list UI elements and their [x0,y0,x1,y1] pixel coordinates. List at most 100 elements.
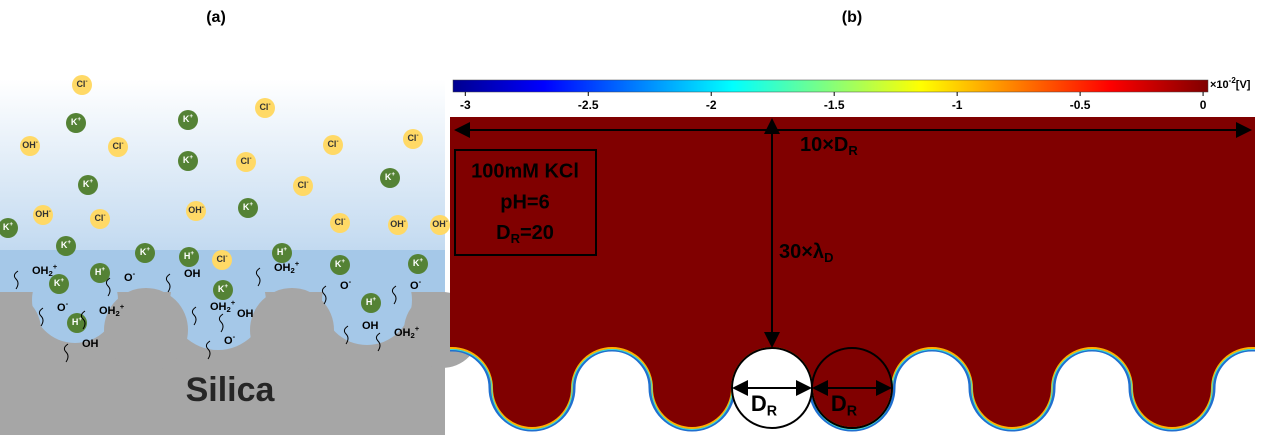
ion-charge: + [189,154,193,161]
unit: [V] [1236,79,1251,91]
ion-symbol: OH [390,219,404,229]
ion-symbol: OH [188,205,202,215]
colorbar [453,80,1208,92]
ion-charge: + [77,116,81,123]
ion-symbol: Cl [259,102,268,112]
ion-charge: - [233,332,236,341]
diameter-label-subscript: R [767,403,778,419]
colorbar-tick-label: -2 [706,98,717,112]
ion-label: OH [362,320,379,332]
height-label-subscript: D [824,250,833,265]
diameter-label-subscript: R [847,403,858,419]
ion-symbol: OH [237,308,254,320]
ion-charge: - [133,269,136,278]
ion-symbol: OH [32,265,49,277]
ion-label: OH [237,308,254,320]
height-label-text: 30×λ [779,241,824,263]
condition-tail: =20 [520,222,554,244]
colorbar-tick-label: 0 [1200,98,1207,112]
condition-text: D [496,222,510,244]
ion-symbol: OH [432,219,446,229]
ion-charge: + [9,221,13,228]
ion-label: OH- [35,208,51,220]
substrate-label: Silica [186,371,276,409]
ion-charge: + [341,258,345,265]
width-label-subscript: R [848,143,858,158]
panel-label: (b) [842,9,862,26]
ion-charge: - [36,139,38,146]
ion-label: OH [184,268,201,280]
ion-charge: + [224,283,228,290]
condition: 100mM KCl [471,160,579,182]
ion-charge: - [306,179,308,186]
ion-charge: + [295,259,300,268]
ion-charge: + [120,302,125,311]
condition: DR=20 [496,222,554,246]
bump [104,288,188,372]
colorbar-unit: ×10-2[V] [1210,76,1251,91]
ion-symbol: OH [394,327,411,339]
ion-symbol: Cl [94,213,103,223]
ion-charge: + [67,239,71,246]
condition: pH=6 [500,191,549,213]
ion-charge: - [419,277,422,286]
ion-charge: + [190,250,194,257]
ion-charge: + [249,201,253,208]
ion-charge: - [349,277,352,286]
ion-charge: + [60,277,64,284]
width-label-text: 10×D [800,134,848,156]
ion-symbol: Cl [112,141,121,151]
colorbar-tick-label: -3 [460,98,471,112]
ion-symbol: OH [99,305,116,317]
ion-symbol: OH [82,338,99,350]
ion-charge: - [416,132,418,139]
ion-symbol: OH [35,209,49,219]
ion-symbol: OH [210,301,227,313]
colorbar-tick-label: -1.5 [824,98,845,112]
diameter-label-text: D [831,391,847,416]
ion-symbol: Cl [76,79,85,89]
ion-charge: - [121,140,123,147]
ion-symbol: Cl [297,180,306,190]
ion-charge: + [283,246,287,253]
ion-symbol: OH [184,268,201,280]
ion-charge: - [225,253,227,260]
ion-charge: - [249,155,251,162]
ion-charge: + [101,266,105,273]
colorbar-tick-label: -2.5 [578,98,599,112]
ion-label: OH- [390,218,406,230]
ion-charge: + [419,257,423,264]
ion-charge: + [53,262,58,271]
ion-charge: + [231,298,236,307]
ion-symbol: Cl [327,139,336,149]
ion-charge: - [446,218,448,225]
ion-charge: - [49,208,51,215]
ion-symbol: Cl [334,217,343,227]
ion-charge: + [372,296,376,303]
ion-charge: + [415,324,420,333]
ion-charge: - [268,101,270,108]
ion-label: OH- [432,218,448,230]
ion-charge: - [85,78,87,85]
ion-symbol: OH [274,262,291,274]
ion-charge: + [189,113,193,120]
ion-symbol: Cl [240,156,249,166]
ion-charge: - [202,204,204,211]
diameter-label-text: D [751,391,767,416]
ion-label: OH [82,338,99,350]
ion-symbol: OH [22,140,36,150]
panel-label: (a) [206,9,226,26]
figure: (a) Silica (b) Cl-Cl-Cl-Cl-Cl-Cl-Cl-Cl-C… [0,0,1266,435]
colorbar-tick-label: -0.5 [1070,98,1091,112]
ion-symbol: OH [362,320,379,332]
ion-symbol: Cl [216,254,225,264]
ion-charge: - [336,138,338,145]
ion-charge: - [103,212,105,219]
colorbar-tick-label: -1 [952,98,963,112]
ion-charge: + [89,178,93,185]
ion-symbol: Cl [407,133,416,143]
ion-charge: + [391,171,395,178]
ion-charge: + [146,246,150,253]
ion-charge: - [343,216,345,223]
unit-prefix: ×10 [1210,79,1229,91]
